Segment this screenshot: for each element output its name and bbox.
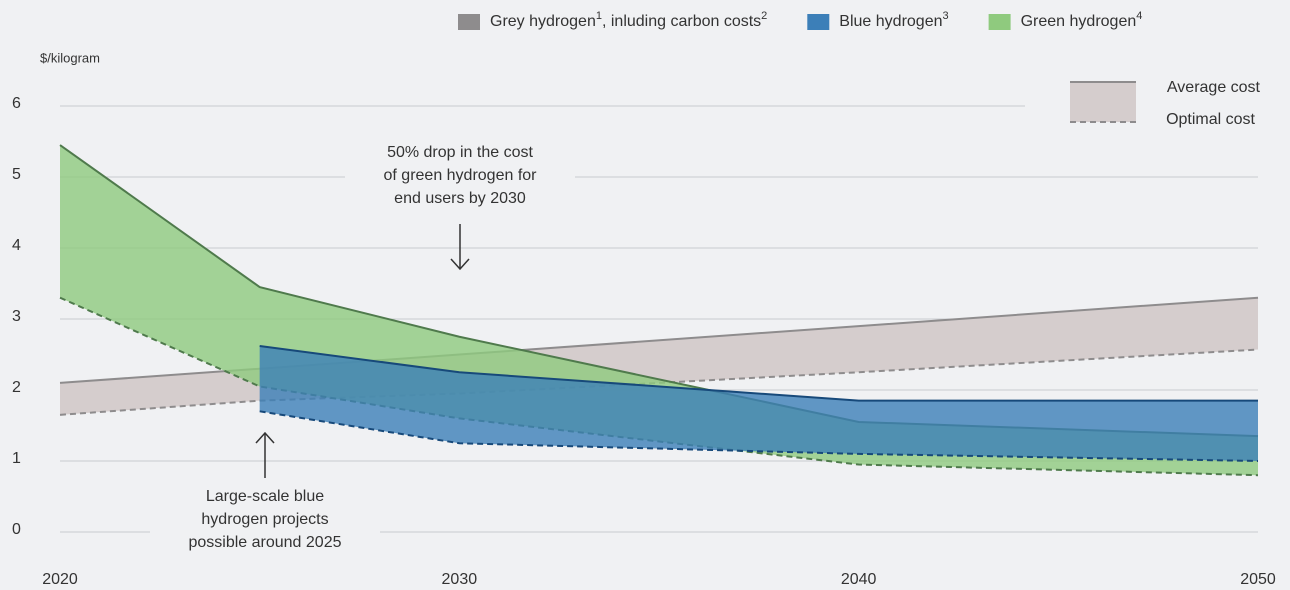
legend-superscript: 2 bbox=[761, 10, 767, 22]
legend-label: Blue hydrogen3 bbox=[839, 10, 948, 30]
x-tick-label: 2050 bbox=[1240, 571, 1276, 588]
annotation-text: end users by 2030 bbox=[394, 190, 526, 207]
legend-text: Green hydrogen bbox=[1021, 13, 1137, 30]
areas bbox=[59, 144, 1259, 477]
annotation-text: 50% drop in the cost bbox=[387, 144, 533, 161]
legend-swatch bbox=[458, 14, 480, 30]
legend-label: Green hydrogen4 bbox=[1021, 10, 1143, 30]
legend-swatch bbox=[988, 14, 1011, 30]
y-axis-label: $/kilogram bbox=[40, 50, 100, 65]
y-tick-label: 0 bbox=[12, 521, 21, 538]
y-tick-label: 5 bbox=[12, 166, 21, 183]
legend-text: , inluding carbon costs bbox=[602, 13, 761, 30]
legend-superscript: 4 bbox=[1136, 10, 1142, 22]
legend-text: Blue hydrogen bbox=[839, 13, 942, 30]
optimal-line bbox=[259, 410, 1259, 462]
annotation-text: possible around 2025 bbox=[188, 534, 341, 551]
x-tick-label: 2030 bbox=[442, 571, 478, 588]
x-tick-label: 2020 bbox=[42, 571, 78, 588]
legend-superscript: 1 bbox=[596, 10, 602, 22]
line-legend-label: Average cost bbox=[1167, 79, 1261, 96]
y-tick-label: 6 bbox=[12, 95, 21, 112]
y-tick-label: 3 bbox=[12, 308, 21, 325]
annotation-arrows bbox=[255, 224, 470, 478]
y-tick-label: 2 bbox=[12, 379, 21, 396]
annotation-text: Large-scale blue bbox=[206, 488, 324, 505]
line-legend-swatch bbox=[1070, 82, 1136, 122]
annotation-background bbox=[150, 482, 380, 557]
legend-text: Grey hydrogen bbox=[490, 13, 596, 30]
legend-swatch bbox=[807, 14, 830, 30]
band-area bbox=[259, 345, 1259, 461]
annotation-text: of green hydrogen for bbox=[384, 167, 538, 184]
annotation-text: hydrogen projects bbox=[201, 511, 328, 528]
annotation-background bbox=[345, 138, 575, 213]
y-tick-label: 4 bbox=[12, 237, 21, 254]
x-tick-label: 2040 bbox=[841, 571, 877, 588]
y-tick-label: 1 bbox=[12, 450, 21, 467]
optimal-line bbox=[59, 348, 1259, 416]
line-legend-label: Optimal cost bbox=[1166, 111, 1255, 128]
average-line bbox=[259, 344, 1258, 402]
legend-superscript: 3 bbox=[942, 10, 948, 22]
legend-label: Grey hydrogen1, inluding carbon costs2 bbox=[490, 10, 767, 30]
